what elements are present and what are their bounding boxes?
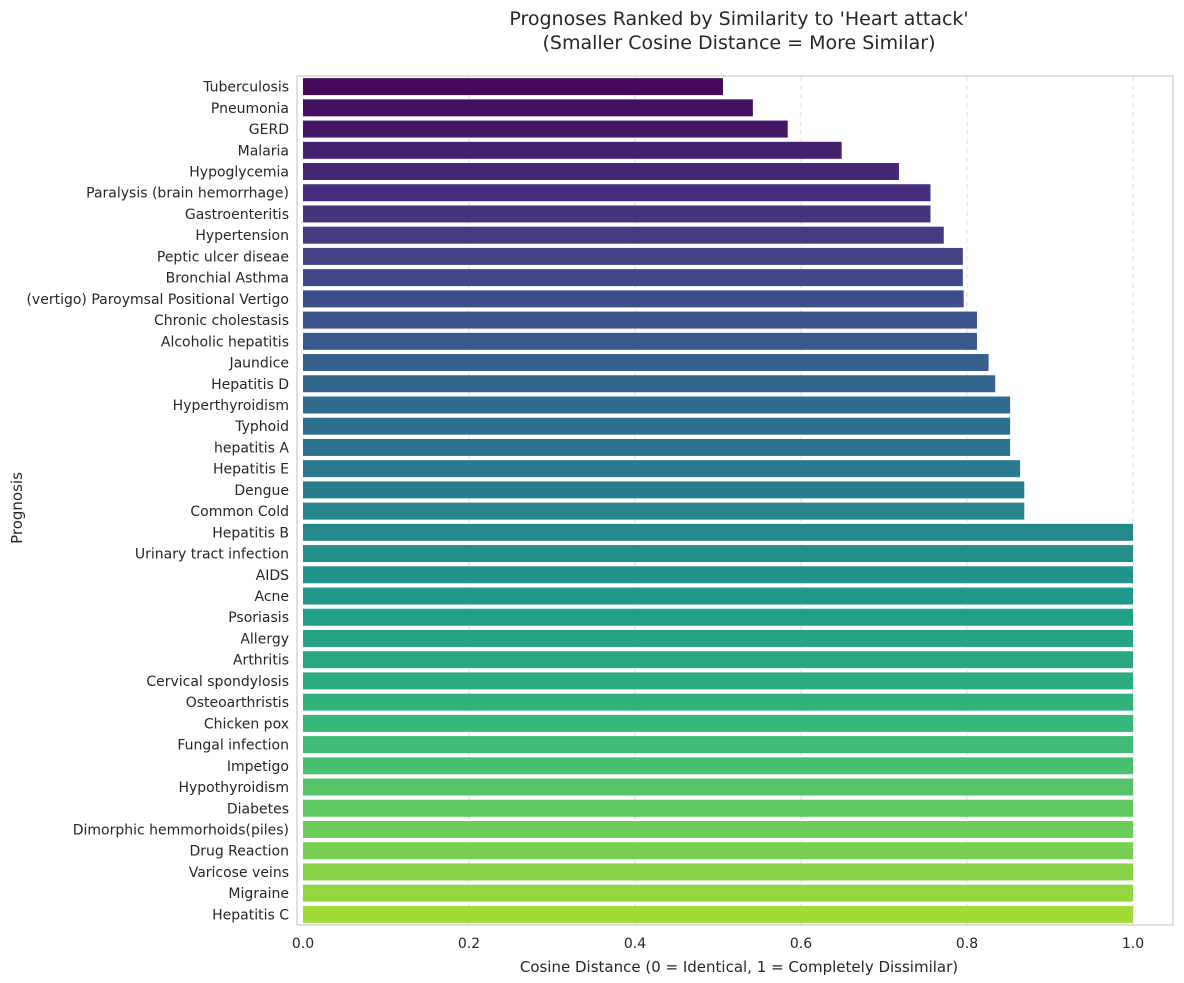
bar bbox=[303, 163, 899, 181]
bar bbox=[303, 354, 989, 372]
y-tick-label: Hypertension bbox=[195, 228, 289, 244]
y-tick-label: Bronchial Asthma bbox=[166, 271, 289, 287]
y-tick-label: Acne bbox=[254, 589, 289, 605]
bar bbox=[303, 290, 964, 308]
bar bbox=[303, 141, 842, 159]
bar bbox=[303, 757, 1133, 775]
y-tick-label: Osteoarthristis bbox=[186, 695, 289, 711]
bar bbox=[303, 714, 1133, 732]
bar bbox=[303, 608, 1133, 626]
bar bbox=[303, 184, 931, 202]
bar bbox=[303, 481, 1025, 499]
x-tick-label: 0.6 bbox=[790, 936, 812, 952]
y-tick-label: AIDS bbox=[256, 568, 289, 584]
bar bbox=[303, 396, 1011, 414]
bar bbox=[303, 736, 1133, 754]
y-tick-label: Psoriasis bbox=[228, 610, 289, 626]
y-tick-label: Impetigo bbox=[227, 759, 289, 775]
x-tick-label: 0.8 bbox=[956, 936, 978, 952]
bar bbox=[303, 863, 1133, 881]
y-tick-label: hepatitis A bbox=[214, 440, 289, 456]
y-tick-label: Peptic ulcer diseae bbox=[157, 249, 289, 265]
y-tick-label: Hepatitis B bbox=[212, 525, 289, 541]
x-axis-label: Cosine Distance (0 = Identical, 1 = Comp… bbox=[520, 958, 958, 976]
y-tick-label: Hepatitis D bbox=[211, 377, 289, 393]
plot-frame bbox=[296, 75, 1174, 926]
grid-lines bbox=[468, 76, 1134, 925]
bar bbox=[303, 778, 1133, 796]
y-tick-label: Gastroenteritis bbox=[185, 207, 289, 223]
x-tick-labels: 0.0 0.2 0.4 0.6 0.8 1.0 bbox=[292, 936, 1144, 952]
bar bbox=[303, 672, 1133, 690]
y-tick-label: Hypoglycemia bbox=[189, 165, 289, 181]
chart-title-line-2: (Smaller Cosine Distance = More Similar) bbox=[542, 32, 935, 54]
bar bbox=[303, 205, 931, 223]
y-tick-labels: Tuberculosis Pneumonia GERD Malaria Hypoglyc… bbox=[26, 80, 289, 924]
y-tick-label: Fungal infection bbox=[177, 738, 289, 754]
y-tick-label: Alcoholic hepatitis bbox=[161, 334, 289, 350]
bar bbox=[303, 693, 1133, 711]
bar bbox=[303, 523, 1133, 541]
y-tick-label: Urinary tract infection bbox=[135, 547, 289, 563]
x-tick-label: 0.2 bbox=[458, 936, 480, 952]
y-tick-label: Dimorphic hemmorhoids(piles) bbox=[73, 822, 289, 838]
y-tick-label: Dengue bbox=[234, 483, 289, 499]
y-tick-label: GERD bbox=[249, 122, 289, 138]
y-tick-label: Hepatitis C bbox=[212, 907, 289, 923]
y-tick-label: Arthritis bbox=[233, 653, 289, 669]
bar bbox=[303, 120, 788, 138]
bar bbox=[303, 99, 753, 117]
bar bbox=[303, 629, 1133, 647]
y-tick-label: Common Cold bbox=[190, 504, 289, 520]
bar bbox=[303, 438, 1011, 456]
y-tick-label: Hyperthyroidism bbox=[173, 398, 289, 414]
bar bbox=[303, 226, 944, 244]
y-axis-label: Prognosis bbox=[8, 472, 26, 544]
chart-title-line-1: Prognoses Ranked by Similarity to 'Heart… bbox=[509, 8, 968, 30]
bar bbox=[303, 566, 1133, 584]
y-tick-label: Diabetes bbox=[227, 801, 289, 817]
bar bbox=[303, 545, 1133, 563]
bar bbox=[303, 375, 996, 393]
y-tick-label: (vertigo) Paroymsal Positional Vertigo bbox=[26, 292, 289, 308]
y-tick-label: Jaundice bbox=[228, 356, 289, 372]
y-tick-label: Tuberculosis bbox=[202, 80, 289, 96]
y-tick-label: Varicose veins bbox=[189, 865, 289, 881]
y-tick-label: Cervical spondylosis bbox=[146, 674, 289, 690]
bar bbox=[303, 311, 977, 329]
y-tick-label: Typhoid bbox=[234, 419, 289, 435]
bar bbox=[303, 905, 1133, 923]
bar bbox=[303, 78, 723, 96]
x-tick-label: 1.0 bbox=[1122, 936, 1144, 952]
bar bbox=[303, 651, 1133, 669]
bar bbox=[303, 417, 1011, 435]
bar bbox=[303, 820, 1133, 838]
y-tick-label: Pneumonia bbox=[211, 101, 289, 117]
y-tick-label: Hypothyroidism bbox=[178, 780, 289, 796]
bar bbox=[303, 842, 1133, 860]
bars bbox=[303, 78, 1133, 923]
bar bbox=[303, 332, 977, 350]
bar bbox=[303, 587, 1133, 605]
y-tick-label: Malaria bbox=[238, 143, 289, 159]
y-tick-label: Allergy bbox=[240, 631, 289, 647]
y-tick-label: Paralysis (brain hemorrhage) bbox=[86, 186, 289, 202]
bar bbox=[303, 884, 1133, 902]
y-tick-label: Chicken pox bbox=[204, 716, 289, 732]
bar bbox=[303, 247, 963, 265]
bar bbox=[303, 269, 963, 287]
bar bbox=[303, 799, 1133, 817]
y-tick-label: Drug Reaction bbox=[189, 844, 289, 860]
x-tick-label: 0.0 bbox=[292, 936, 314, 952]
y-tick-label: Migraine bbox=[228, 886, 289, 902]
bar bbox=[303, 460, 1021, 478]
y-tick-label: Hepatitis E bbox=[213, 462, 289, 478]
x-tick-label: 0.4 bbox=[624, 936, 646, 952]
y-tick-label: Chronic cholestasis bbox=[154, 313, 289, 329]
bar bbox=[303, 502, 1025, 520]
